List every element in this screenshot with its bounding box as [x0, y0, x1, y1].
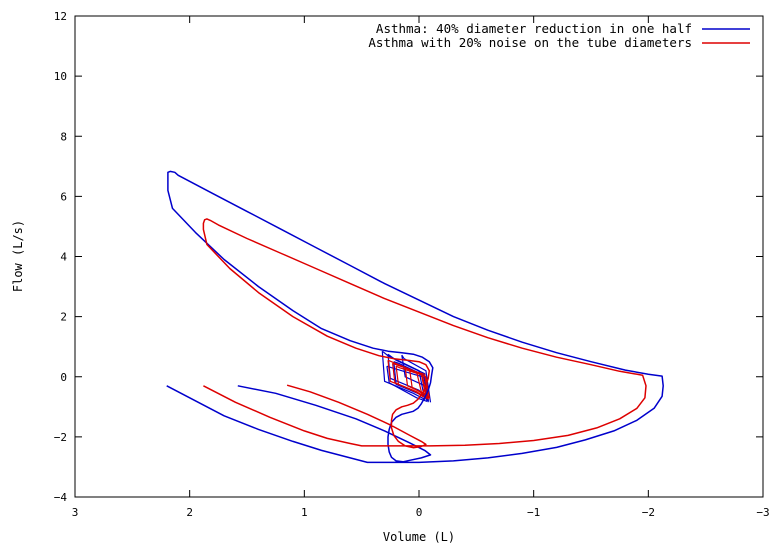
series-line-2	[202, 218, 647, 449]
x-tick-label: 0	[416, 506, 423, 519]
y-tick-label: 6	[60, 190, 67, 203]
y-axis-label: Flow (L/s)	[11, 220, 25, 292]
inner-loop-line	[387, 359, 424, 398]
inner-loops	[381, 350, 432, 403]
series-line-1	[166, 170, 664, 464]
series-lines	[166, 170, 664, 464]
x-tick-label: 3	[72, 506, 79, 519]
x-tick-label: 1	[301, 506, 308, 519]
y-tick-label: 2	[60, 311, 67, 324]
legend-label-1: Asthma: 40% diameter reduction in one ha…	[376, 21, 692, 36]
y-tick-label: 12	[54, 10, 67, 23]
inner-loop-line	[393, 361, 430, 402]
inner-loop-line	[404, 367, 430, 401]
y-tick-label: −2	[54, 431, 67, 444]
inner-loop-line	[386, 365, 428, 403]
x-tick-label: −2	[642, 506, 655, 519]
y-tick-label: −4	[54, 491, 68, 504]
x-axis-label: Volume (L)	[383, 530, 455, 544]
legend-label-2: Asthma with 20% noise on the tube diamet…	[368, 35, 692, 50]
y-tick-label: 4	[60, 251, 67, 264]
x-tick-label: −3	[756, 506, 769, 519]
x-tick-label: −1	[527, 506, 540, 519]
inner-loop-line	[395, 365, 428, 400]
inner-loop-line	[409, 370, 431, 400]
y-tick-label: 0	[60, 371, 67, 384]
plot-frame	[74, 15, 764, 498]
legend: Asthma: 40% diameter reduction in one ha…	[368, 21, 750, 50]
y-tick-label: 10	[54, 70, 67, 83]
inner-loop-line	[401, 354, 432, 403]
x-tick-label: 2	[186, 506, 193, 519]
y-tick-label: 8	[60, 130, 67, 143]
